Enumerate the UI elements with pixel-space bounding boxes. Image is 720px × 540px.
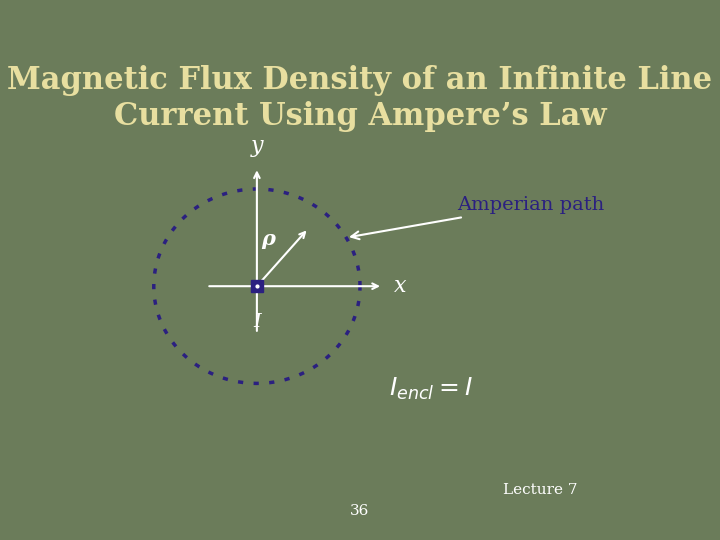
Text: Amperian path: Amperian path [351, 196, 605, 239]
Text: $I_{encl} = I$: $I_{encl} = I$ [389, 376, 472, 402]
Text: x: x [395, 275, 407, 297]
Text: 36: 36 [351, 504, 369, 518]
Text: Magnetic Flux Density of an Infinite Line
Current Using Ampere’s Law: Magnetic Flux Density of an Infinite Lin… [7, 65, 713, 132]
Text: I: I [253, 313, 261, 331]
Text: y: y [251, 134, 264, 157]
Text: Lecture 7: Lecture 7 [503, 483, 577, 497]
Text: ρ: ρ [261, 229, 275, 249]
